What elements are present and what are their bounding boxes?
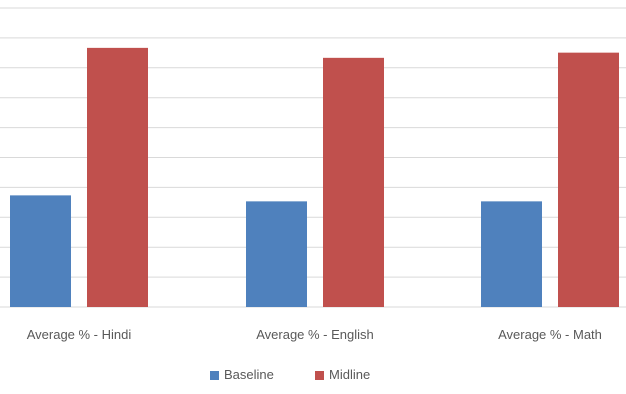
legend-label-baseline: Baseline xyxy=(224,367,274,382)
bars xyxy=(10,47,619,308)
legend-swatch-midline xyxy=(315,371,324,380)
bar-midline-0 xyxy=(87,47,148,307)
category-label: Average % - Math xyxy=(498,327,602,342)
legend-label-midline: Midline xyxy=(329,367,370,382)
bar-baseline-0 xyxy=(10,195,71,307)
bar-baseline-2 xyxy=(481,201,542,307)
bar-midline-1 xyxy=(323,57,384,308)
bar-baseline-1 xyxy=(246,201,307,307)
legend-swatch-baseline xyxy=(210,371,219,380)
category-label: Average % - Hindi xyxy=(27,327,132,342)
bar-midline-2 xyxy=(558,52,619,307)
category-labels: Average % - Hindi Average % - English Aver… xyxy=(27,327,602,342)
category-label: Average % - English xyxy=(256,327,374,342)
legend: Baseline Midline xyxy=(210,367,370,382)
